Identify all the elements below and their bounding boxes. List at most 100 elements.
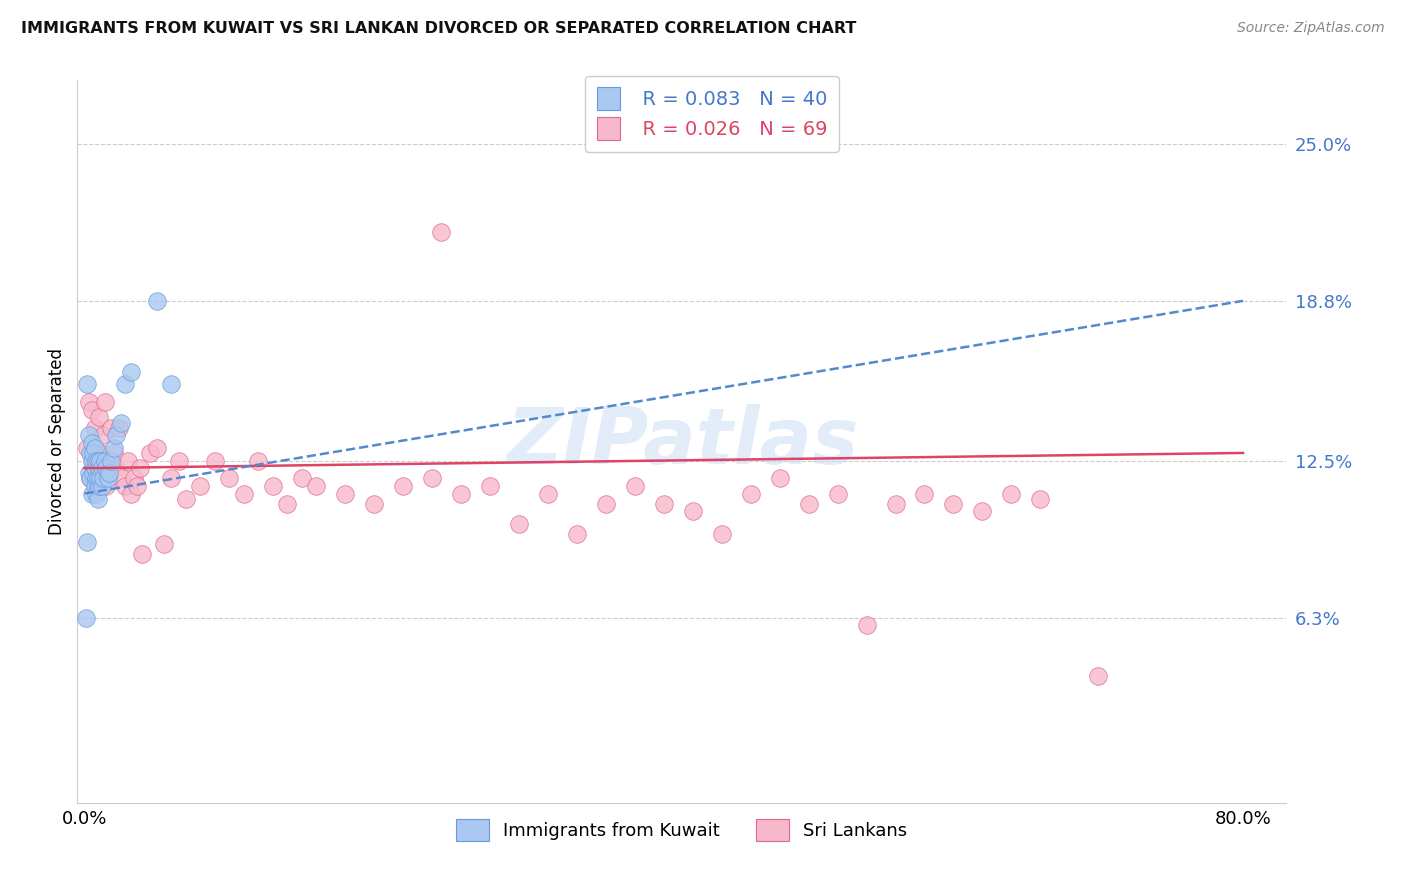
Point [77, 467, 100, 481]
Point [76, 441, 98, 455]
Point [84, 471, 107, 485]
Point [565, 527, 588, 541]
Point [420, 471, 443, 485]
Point [262, 479, 284, 493]
Point [83, 420, 105, 434]
Point [86, 453, 108, 467]
Point [218, 471, 240, 485]
Point [103, 441, 125, 455]
Point [84, 461, 107, 475]
Point [89, 446, 111, 460]
Point [122, 471, 145, 485]
Point [942, 497, 965, 511]
Point [335, 486, 357, 500]
Point [76, 377, 98, 392]
Point [87, 479, 110, 493]
Point [86, 479, 108, 493]
Point [125, 479, 148, 493]
Point [160, 471, 183, 485]
Point [84, 453, 107, 467]
Point [89, 471, 111, 485]
Point [91, 479, 114, 493]
Point [97, 471, 120, 485]
Point [740, 486, 762, 500]
Point [93, 471, 115, 485]
Point [174, 491, 197, 506]
Point [77, 428, 100, 442]
Point [1000, 486, 1022, 500]
Point [91, 461, 114, 475]
Point [117, 453, 139, 467]
Point [91, 471, 114, 485]
Point [1087, 669, 1109, 683]
Point [114, 377, 136, 392]
Point [105, 461, 128, 475]
Point [83, 461, 105, 475]
Point [827, 486, 849, 500]
Point [84, 486, 107, 500]
Point [797, 497, 820, 511]
Point [120, 365, 142, 379]
Point [80, 453, 103, 467]
Point [100, 453, 122, 467]
Legend: Immigrants from Kuwait, Sri Lankans: Immigrants from Kuwait, Sri Lankans [450, 812, 914, 848]
Text: IMMIGRANTS FROM KUWAIT VS SRI LANKAN DIVORCED OR SEPARATED CORRELATION CHART: IMMIGRANTS FROM KUWAIT VS SRI LANKAN DIV… [21, 21, 856, 36]
Point [160, 377, 183, 392]
Point [80, 486, 103, 500]
Point [110, 416, 132, 430]
Point [89, 453, 111, 467]
Point [363, 497, 385, 511]
Point [769, 471, 792, 485]
Point [103, 446, 125, 460]
Point [291, 471, 314, 485]
Point [710, 527, 733, 541]
Point [652, 497, 675, 511]
Point [682, 504, 704, 518]
Point [1029, 491, 1052, 506]
Point [276, 497, 298, 511]
Point [79, 471, 101, 485]
Point [450, 486, 472, 500]
Point [87, 410, 110, 425]
Point [624, 479, 647, 493]
Point [108, 420, 131, 434]
Point [105, 428, 128, 442]
Point [146, 441, 169, 455]
Point [972, 504, 994, 518]
Point [232, 486, 254, 500]
Point [884, 497, 907, 511]
Point [97, 453, 120, 467]
Point [94, 453, 117, 467]
Point [167, 453, 190, 467]
Point [82, 467, 104, 481]
Point [138, 446, 160, 460]
Point [93, 428, 115, 442]
Text: ZIPatlas: ZIPatlas [506, 403, 858, 480]
Point [82, 453, 104, 467]
Text: Source: ZipAtlas.com: Source: ZipAtlas.com [1237, 21, 1385, 35]
Point [79, 446, 101, 460]
Point [86, 491, 108, 506]
Point [75, 611, 97, 625]
Point [80, 435, 103, 450]
Point [430, 226, 453, 240]
Point [190, 479, 212, 493]
Point [508, 516, 530, 531]
Point [80, 402, 103, 417]
Point [479, 479, 502, 493]
Y-axis label: Divorced or Separated: Divorced or Separated [48, 348, 66, 535]
Point [76, 534, 98, 549]
Point [114, 479, 136, 493]
Point [83, 441, 105, 455]
Point [77, 395, 100, 409]
Point [79, 471, 101, 485]
Point [537, 486, 560, 500]
Point [96, 461, 118, 475]
Point [86, 471, 108, 485]
Point [914, 486, 936, 500]
Point [128, 461, 150, 475]
Point [146, 293, 169, 308]
Point [87, 461, 110, 475]
Point [82, 446, 104, 460]
Point [100, 420, 122, 434]
